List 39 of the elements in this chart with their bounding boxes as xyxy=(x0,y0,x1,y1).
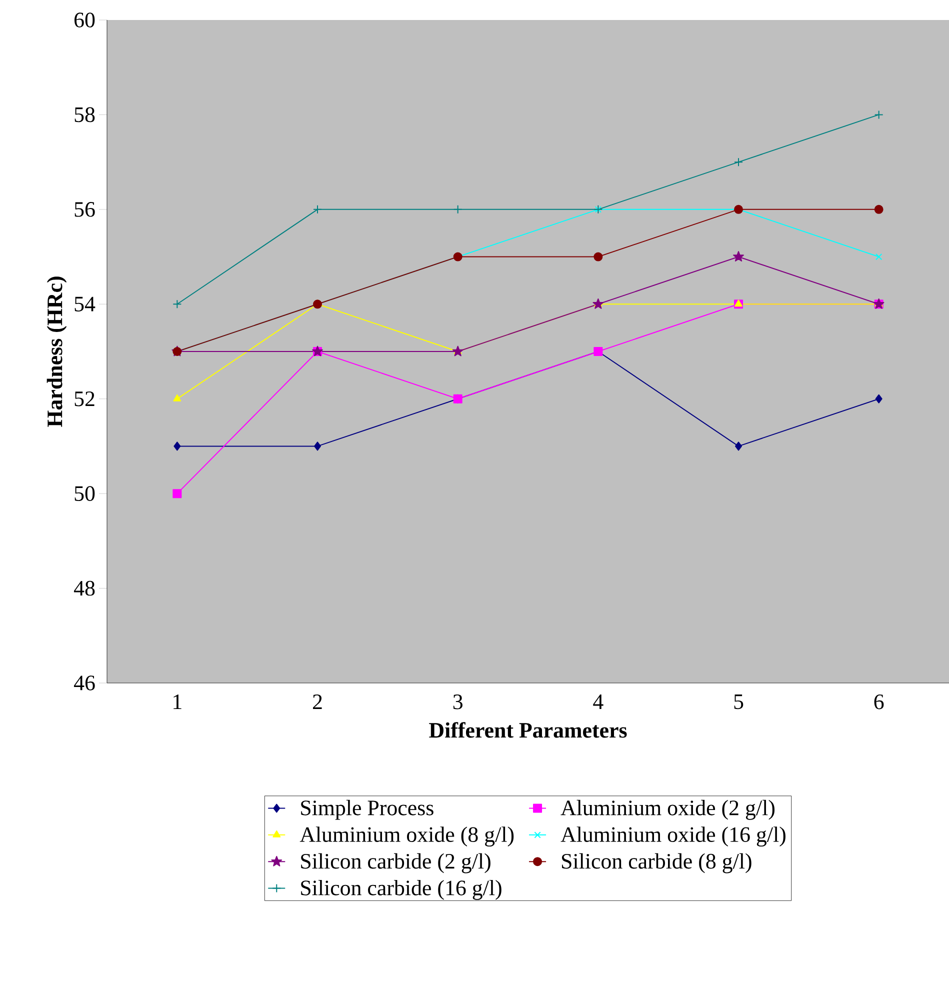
point xyxy=(172,300,182,309)
legend-label: Silicon carbide (2 g/l) xyxy=(301,853,490,874)
legend-label: Aluminium oxide (16 g/l) xyxy=(560,826,786,847)
point xyxy=(875,394,882,404)
point xyxy=(172,489,182,498)
legend-label: Simple Process xyxy=(301,800,434,820)
legend-label: Aluminium oxide (2 g/l) xyxy=(560,800,774,820)
x-axis-title: Different Parameters xyxy=(429,722,627,738)
point xyxy=(452,346,464,356)
y-tick-label: 56 xyxy=(74,202,95,217)
point xyxy=(173,394,182,402)
x-tick-label: 3 xyxy=(453,694,462,710)
y-axis-title: Hardness (HRc) xyxy=(46,276,67,427)
legend-label: Silicon carbide (16 g/l) xyxy=(301,880,502,900)
point xyxy=(876,253,882,260)
x-tick-label: 6 xyxy=(874,694,884,710)
y-tick-label: 52 xyxy=(74,391,94,406)
y-tick-label: 58 xyxy=(74,107,95,122)
x-tick-label: 4 xyxy=(593,694,604,709)
point xyxy=(174,442,181,451)
point xyxy=(453,204,462,214)
point xyxy=(314,442,321,451)
y-tick-label: 48 xyxy=(74,580,95,596)
point xyxy=(733,251,744,262)
point xyxy=(313,204,322,214)
point xyxy=(734,158,744,167)
point xyxy=(874,110,884,120)
legend-label: Aluminium oxide (8 g/l) xyxy=(300,826,514,847)
point xyxy=(594,252,603,262)
point xyxy=(735,442,742,451)
y-tick-label: 54 xyxy=(74,296,96,312)
y-tick-label: 46 xyxy=(74,676,95,690)
legend-label: Silicon carbide (8 g/l) xyxy=(562,853,752,874)
y-tick-label: 50 xyxy=(74,486,95,501)
x-tick-label: 1 xyxy=(174,694,182,709)
point xyxy=(874,204,884,214)
y-tick-label: 60 xyxy=(74,12,95,28)
x-tick-label: 2 xyxy=(312,694,322,710)
x-tick-label: 5 xyxy=(734,694,744,710)
